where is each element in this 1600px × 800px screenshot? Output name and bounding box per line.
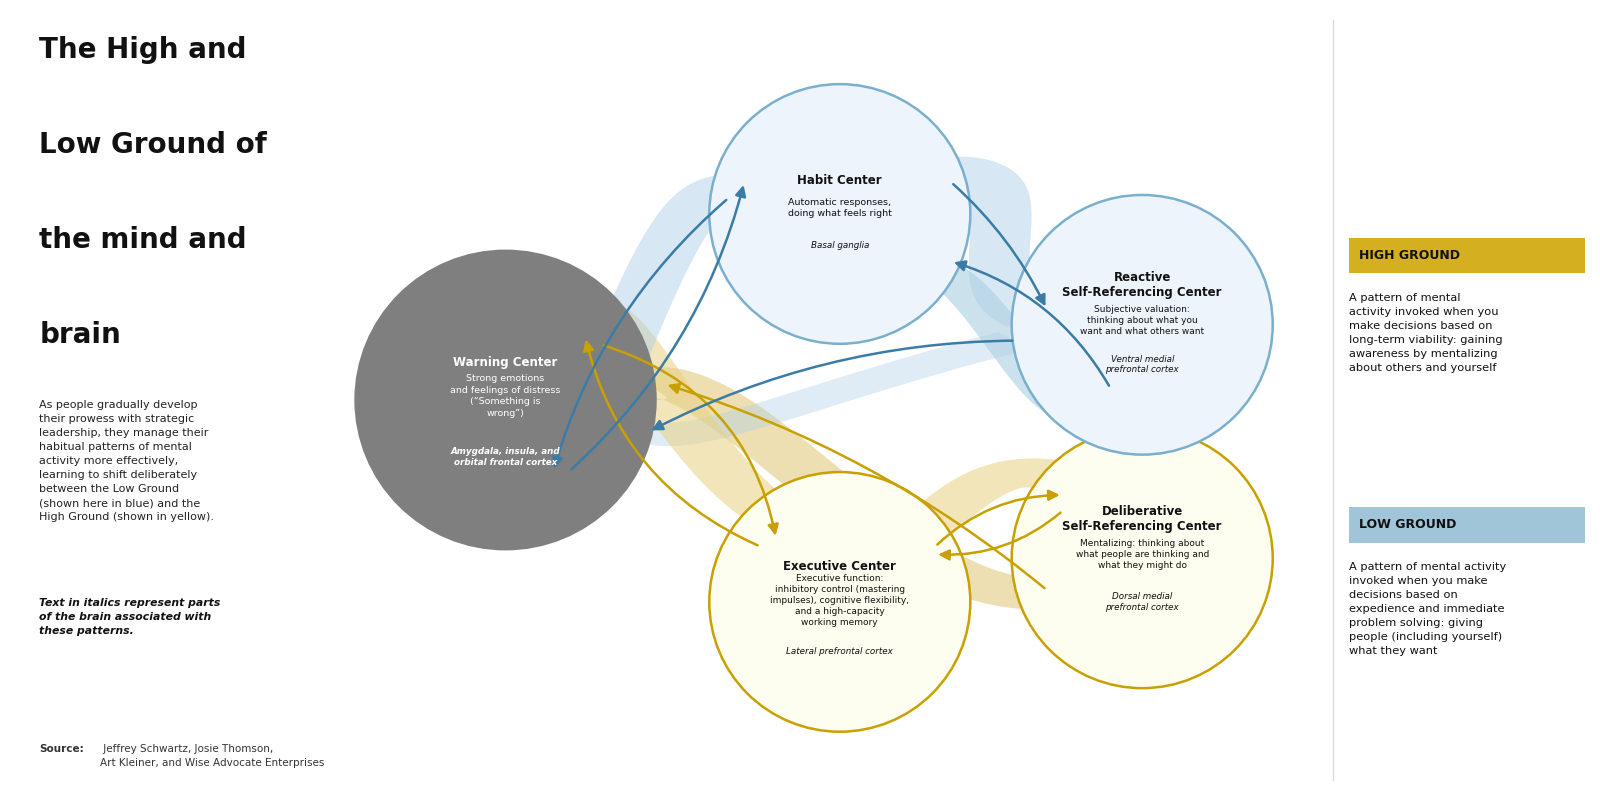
Text: HIGH GROUND: HIGH GROUND bbox=[1358, 249, 1459, 262]
Text: Jeffrey Schwartz, Josie Thomson,
Art Kleiner, and Wise Advocate Enterprises: Jeffrey Schwartz, Josie Thomson, Art Kle… bbox=[99, 744, 325, 767]
Text: Automatic responses,
doing what feels right: Automatic responses, doing what feels ri… bbox=[787, 198, 891, 218]
Text: Lateral prefrontal cortex: Lateral prefrontal cortex bbox=[787, 647, 893, 656]
FancyBboxPatch shape bbox=[1349, 238, 1584, 274]
Text: A pattern of mental
activity invoked when you
make decisions based on
long-term : A pattern of mental activity invoked whe… bbox=[1349, 293, 1502, 373]
Polygon shape bbox=[507, 175, 742, 498]
Text: Source:: Source: bbox=[38, 744, 83, 754]
Polygon shape bbox=[630, 332, 1032, 446]
Ellipse shape bbox=[709, 84, 970, 344]
Text: Dorsal medial
prefrontal cortex: Dorsal medial prefrontal cortex bbox=[1106, 592, 1179, 611]
Polygon shape bbox=[891, 458, 1133, 535]
Text: Strong emotions
and feelings of distress
(“Something is
wrong”): Strong emotions and feelings of distress… bbox=[450, 374, 560, 418]
Ellipse shape bbox=[1011, 429, 1272, 688]
Text: Reactive
Self-Referencing Center: Reactive Self-Referencing Center bbox=[1062, 271, 1222, 299]
FancyBboxPatch shape bbox=[1349, 507, 1584, 542]
Polygon shape bbox=[539, 297, 832, 540]
Text: Text in italics represent parts
of the brain associated with
these patterns.: Text in italics represent parts of the b… bbox=[38, 598, 221, 636]
Text: Executive Center: Executive Center bbox=[784, 560, 896, 573]
Text: Amygdala, insula, and
orbital frontal cortex: Amygdala, insula, and orbital frontal co… bbox=[451, 447, 560, 467]
Text: the mind and: the mind and bbox=[38, 226, 246, 254]
Text: LOW GROUND: LOW GROUND bbox=[1358, 518, 1456, 531]
Text: Low Ground of: Low Ground of bbox=[38, 131, 267, 159]
Text: As people gradually develop
their prowess with strategic
leadership, they manage: As people gradually develop their prowes… bbox=[38, 400, 214, 522]
Text: Warning Center: Warning Center bbox=[453, 355, 558, 369]
Ellipse shape bbox=[354, 250, 656, 550]
Text: Subjective valuation:
thinking about what you
want and what others want: Subjective valuation: thinking about wha… bbox=[1080, 306, 1205, 337]
Text: Basal ganglia: Basal ganglia bbox=[811, 241, 869, 250]
Text: Executive function:
inhibitory control (mastering
impulses), cognitive flexibili: Executive function: inhibitory control (… bbox=[770, 574, 909, 627]
Text: brain: brain bbox=[38, 321, 122, 349]
Text: Habit Center: Habit Center bbox=[797, 174, 882, 187]
Text: Deliberative
Self-Referencing Center: Deliberative Self-Referencing Center bbox=[1062, 505, 1222, 533]
Text: Ventral medial
prefrontal cortex: Ventral medial prefrontal cortex bbox=[1106, 354, 1179, 374]
Ellipse shape bbox=[709, 472, 970, 732]
Text: Mentalizing: thinking about
what people are thinking and
what they might do: Mentalizing: thinking about what people … bbox=[1075, 538, 1210, 570]
Polygon shape bbox=[915, 262, 1118, 421]
Polygon shape bbox=[917, 157, 1054, 326]
Text: A pattern of mental activity
invoked when you make
decisions based on
expedience: A pattern of mental activity invoked whe… bbox=[1349, 562, 1506, 656]
Ellipse shape bbox=[1011, 195, 1272, 454]
Text: The High and: The High and bbox=[38, 36, 246, 64]
Polygon shape bbox=[630, 367, 1083, 610]
